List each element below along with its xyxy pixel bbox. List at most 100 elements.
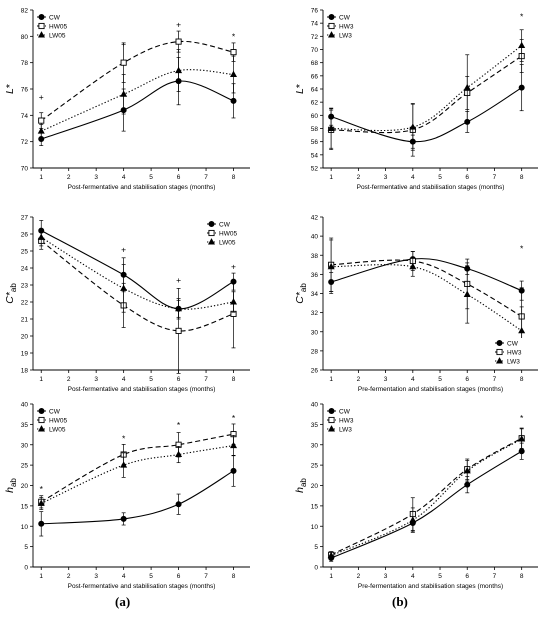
chart-b2-xtick-label-0: 1 [329,376,333,383]
chart-b1-series-1-line [331,55,522,134]
chart-b1-ytick-label-5: 62 [311,100,319,107]
chart-b1-ytick-label-1: 54 [311,152,319,159]
chart-a1-ytick-label-2: 74 [21,113,29,120]
chart-a1-series-1-point-0 [38,117,45,124]
chart-a2-ytick-label-9: 27 [21,215,29,222]
chart-b2-ytick-label-1: 28 [311,348,319,355]
chart-b2-legend-label-2: LW3 [507,359,520,366]
chart-b3-ytick-label-7: 35 [311,422,319,429]
chart-a3-series-2-point-3 [230,441,238,449]
chart-b2-ytick-label-7: 40 [311,234,319,241]
chart-b1-xtick-label-1: 2 [357,174,361,181]
chart-b3-x-label: Pre-fermentation and stabilisation stage… [358,583,503,590]
chart-b2-legend-label-1: HW3 [507,350,522,357]
chart-a1-xtick-label-1: 2 [67,174,71,181]
chart-a3-ytick-label-6: 30 [21,442,29,449]
chart-a2-xtick-label-3: 4 [122,376,126,383]
chart-b2-series-2-point-1 [409,262,417,270]
chart-a3-legend-marker-0 [38,407,45,414]
chart-b1-xtick-label-4: 5 [438,174,442,181]
chart-a1-y-label: L* [4,84,16,94]
chart-b1-ytick-label-12: 76 [311,8,319,15]
chart-b2-xtick-label-1: 2 [357,376,361,383]
chart-b1-series-0-line [330,87,522,143]
chart-b2-ytick-label-8: 42 [311,215,319,222]
chart-a1-series-1-line [40,40,234,122]
chart-a3-ytick-label-5: 25 [21,463,29,470]
chart-a1-series-2-point-1 [120,90,128,97]
chart-a3-annotation-1: * [122,434,126,444]
chart-b3-series-2-point-2 [463,467,471,474]
chart-a3-series-2-line [41,445,234,504]
chart-b1-series-2-point-1 [409,123,417,130]
chart-a2-legend-label-2: LW05 [219,240,236,247]
chart-b1-xtick-label-7: 8 [520,174,524,181]
chart-b3-legend-label-1: HW3 [339,418,354,425]
chart-a2-annotation-2: + [231,261,236,271]
chart-b3-xtick-label-3: 4 [411,573,415,580]
chart-a1-xtick-label-2: 3 [94,174,98,181]
chart-b3-series-2-line [330,438,522,557]
chart-b1-ytick-label-2: 56 [311,139,319,146]
chart-a3-series-2-point-2 [175,450,183,458]
chart-a2-series-2-point-2 [175,304,183,312]
chart-a2-series-0-line [40,230,234,310]
chart-b3-series-1-line [330,437,522,556]
chart-a1-ytick-label-6: 82 [21,8,29,15]
chart-a3-ytick-label-3: 15 [21,503,29,510]
chart-b1-ytick-label-6: 64 [311,87,319,94]
chart-a3-y-label: hab [4,478,18,493]
chart-b2-xtick-label-6: 7 [493,376,497,383]
chart-a2-annotation-0: + [121,244,126,254]
chart-a2-legend-label-1: HW05 [219,231,237,238]
chart-a1-series-1-point-1 [120,59,127,66]
chart-a2-legend-label-0: CW [219,222,231,229]
chart-a1-legend-label-1: HW05 [49,24,67,31]
chart-a1-xtick-label-7: 8 [232,174,236,181]
chart-a2-ytick-label-5: 23 [21,283,29,290]
chart-b2-x-label: Pre-fermentation and stabilisation stage… [358,386,503,393]
chart-a3-xtick-label-1: 2 [67,573,71,580]
chart-b3-series-0-point-2 [464,481,471,488]
chart-a3-ytick-label-4: 20 [21,483,29,490]
chart-b2-series-2-line [331,264,522,332]
chart-a2-xtick-label-4: 5 [149,376,153,383]
chart-a3-ytick-label-0: 0 [24,565,28,572]
chart-a3-series-1-line [40,433,234,503]
chart-a3-series-0-point-1 [120,515,127,522]
chart-a1-series-2-point-3 [230,70,238,78]
chart-a3-xtick-label-3: 4 [122,573,126,580]
chart-a2-ytick-label-8: 26 [21,232,29,239]
chart-a3-ytick-label-7: 35 [21,422,29,429]
chart-a3-ytick-label-2: 10 [21,524,29,531]
chart-a3-xtick-label-7: 8 [232,573,236,580]
chart-a3-legend-label-1: HW05 [49,418,67,425]
chart-b3-legend-marker-1 [328,416,335,424]
chart-b2-series-2-point-0 [327,262,335,270]
chart-a1-series-2-line [41,69,234,132]
chart-b1-ytick-label-8: 68 [311,60,319,67]
chart-a2-series-2-point-3 [230,298,238,305]
chart-a1-ytick-label-3: 76 [21,87,29,94]
chart-a1-legend-label-2: LW05 [49,33,66,40]
chart-b3-ytick-label-6: 30 [311,442,319,449]
chart-a3-series-2-point-1 [120,461,128,468]
chart-a1-ytick-label-5: 80 [21,34,29,41]
chart-a1-legend-marker-1 [38,22,45,30]
chart-a3-series-0-point-0 [38,520,45,527]
chart-a3-annotation-0: * [40,484,44,494]
chart-a1-series-2-point-0 [37,127,45,134]
chart-a1-annotation-3: * [232,31,236,41]
chart-a2-ytick-label-0: 18 [21,368,29,375]
chart-b3-xtick-label-0: 1 [329,573,333,580]
chart-a3-series-0-line [41,470,234,525]
chart-b2-legend-label-0: CW [507,341,519,348]
chart-b1-y-label: L* [294,84,306,94]
chart-b2-ytick-label-3: 32 [311,310,319,317]
chart-a3-xtick-label-4: 5 [149,573,153,580]
chart-a1-xtick-label-3: 4 [122,174,126,181]
chart-a2-annotation-1: + [176,275,181,285]
chart-a2-x-label: Post-fermentative and stabilisation stag… [68,386,216,393]
